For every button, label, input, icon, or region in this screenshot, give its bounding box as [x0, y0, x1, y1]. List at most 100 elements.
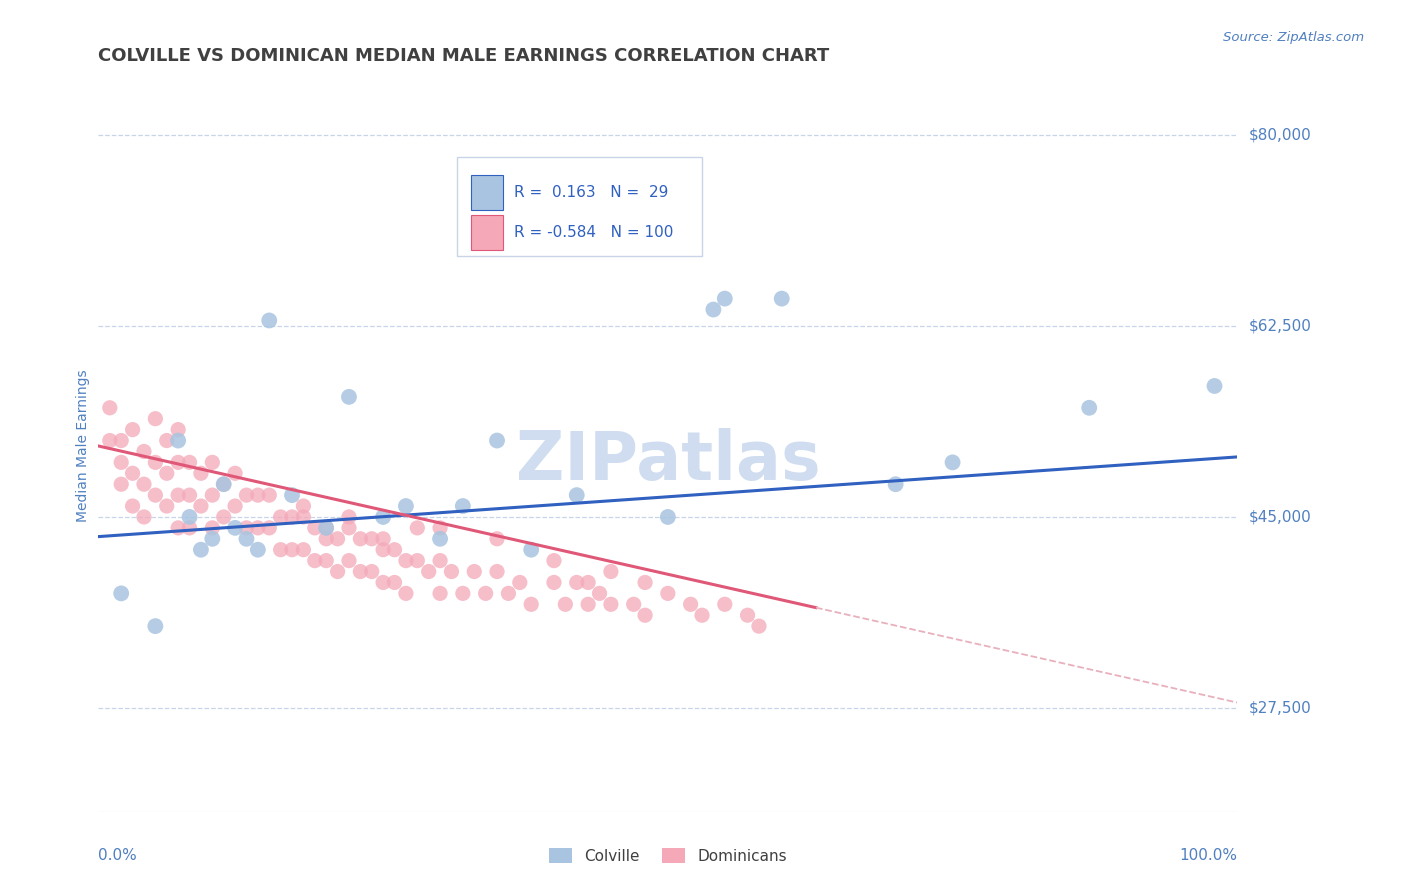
- Point: [315, 554, 337, 568]
- Point: [201, 455, 224, 469]
- Text: R =  0.163   N =  29: R = 0.163 N = 29: [515, 186, 668, 201]
- Point: [292, 542, 315, 557]
- Point: [486, 434, 509, 448]
- Y-axis label: Median Male Earnings: Median Male Earnings: [76, 369, 90, 523]
- Point: [98, 434, 121, 448]
- Text: $80,000: $80,000: [1249, 128, 1312, 143]
- Point: [132, 477, 155, 491]
- Point: [690, 608, 713, 623]
- Point: [224, 499, 246, 513]
- Point: [156, 499, 179, 513]
- Point: [315, 532, 337, 546]
- Point: [554, 597, 576, 611]
- Point: [156, 467, 179, 481]
- Point: [520, 597, 543, 611]
- Point: [588, 586, 610, 600]
- Point: [714, 292, 737, 306]
- Point: [543, 575, 565, 590]
- Point: [326, 565, 349, 579]
- Point: [110, 477, 132, 491]
- Point: [884, 477, 907, 491]
- Text: $27,500: $27,500: [1249, 700, 1312, 715]
- Point: [371, 575, 394, 590]
- Point: [463, 565, 485, 579]
- Point: [634, 575, 657, 590]
- Point: [337, 521, 360, 535]
- Point: [337, 510, 360, 524]
- Point: [600, 565, 623, 579]
- FancyBboxPatch shape: [471, 176, 503, 211]
- Point: [486, 565, 509, 579]
- Point: [486, 532, 509, 546]
- Point: [292, 499, 315, 513]
- Point: [167, 488, 190, 502]
- Point: [259, 313, 281, 327]
- Point: [270, 510, 292, 524]
- Point: [498, 586, 520, 600]
- Point: [600, 597, 623, 611]
- Point: [156, 434, 179, 448]
- Point: [259, 488, 281, 502]
- Point: [634, 608, 657, 623]
- Point: [770, 292, 793, 306]
- Point: [304, 554, 326, 568]
- Point: [235, 488, 257, 502]
- Point: [167, 434, 190, 448]
- Point: [190, 467, 212, 481]
- Point: [360, 532, 382, 546]
- Point: [315, 521, 337, 535]
- Point: [270, 542, 292, 557]
- Point: [132, 510, 155, 524]
- Point: [110, 586, 132, 600]
- Point: [395, 586, 418, 600]
- Point: [121, 423, 143, 437]
- Text: 0.0%: 0.0%: [98, 848, 138, 863]
- Point: [315, 521, 337, 535]
- Text: COLVILLE VS DOMINICAN MEDIAN MALE EARNINGS CORRELATION CHART: COLVILLE VS DOMINICAN MEDIAN MALE EARNIN…: [98, 47, 830, 65]
- Point: [145, 455, 167, 469]
- Point: [145, 619, 167, 633]
- Text: $45,000: $45,000: [1249, 509, 1312, 524]
- Point: [623, 597, 645, 611]
- Point: [429, 586, 451, 600]
- Text: $62,500: $62,500: [1249, 318, 1312, 334]
- Point: [702, 302, 724, 317]
- Point: [167, 423, 190, 437]
- Point: [98, 401, 121, 415]
- Point: [224, 521, 246, 535]
- Point: [657, 510, 679, 524]
- Point: [212, 477, 235, 491]
- Point: [132, 444, 155, 458]
- Point: [543, 554, 565, 568]
- Text: R = -0.584   N = 100: R = -0.584 N = 100: [515, 226, 673, 240]
- Point: [384, 575, 406, 590]
- Text: 100.0%: 100.0%: [1180, 848, 1237, 863]
- FancyBboxPatch shape: [457, 157, 702, 256]
- Point: [748, 619, 770, 633]
- Point: [349, 565, 371, 579]
- Point: [440, 565, 463, 579]
- Point: [167, 521, 190, 535]
- Point: [201, 532, 224, 546]
- Point: [337, 554, 360, 568]
- Point: [520, 542, 543, 557]
- Point: [235, 532, 257, 546]
- Point: [371, 510, 394, 524]
- Point: [145, 411, 167, 425]
- Point: [179, 488, 201, 502]
- Point: [110, 434, 132, 448]
- Point: [224, 467, 246, 481]
- Point: [212, 477, 235, 491]
- Point: [179, 455, 201, 469]
- Point: [281, 542, 304, 557]
- Point: [406, 521, 429, 535]
- Point: [371, 542, 394, 557]
- Point: [737, 608, 759, 623]
- Legend: Colville, Dominicans: Colville, Dominicans: [543, 842, 793, 870]
- Point: [246, 488, 269, 502]
- Point: [190, 542, 212, 557]
- Point: [384, 542, 406, 557]
- Point: [429, 521, 451, 535]
- Point: [451, 586, 474, 600]
- Point: [337, 390, 360, 404]
